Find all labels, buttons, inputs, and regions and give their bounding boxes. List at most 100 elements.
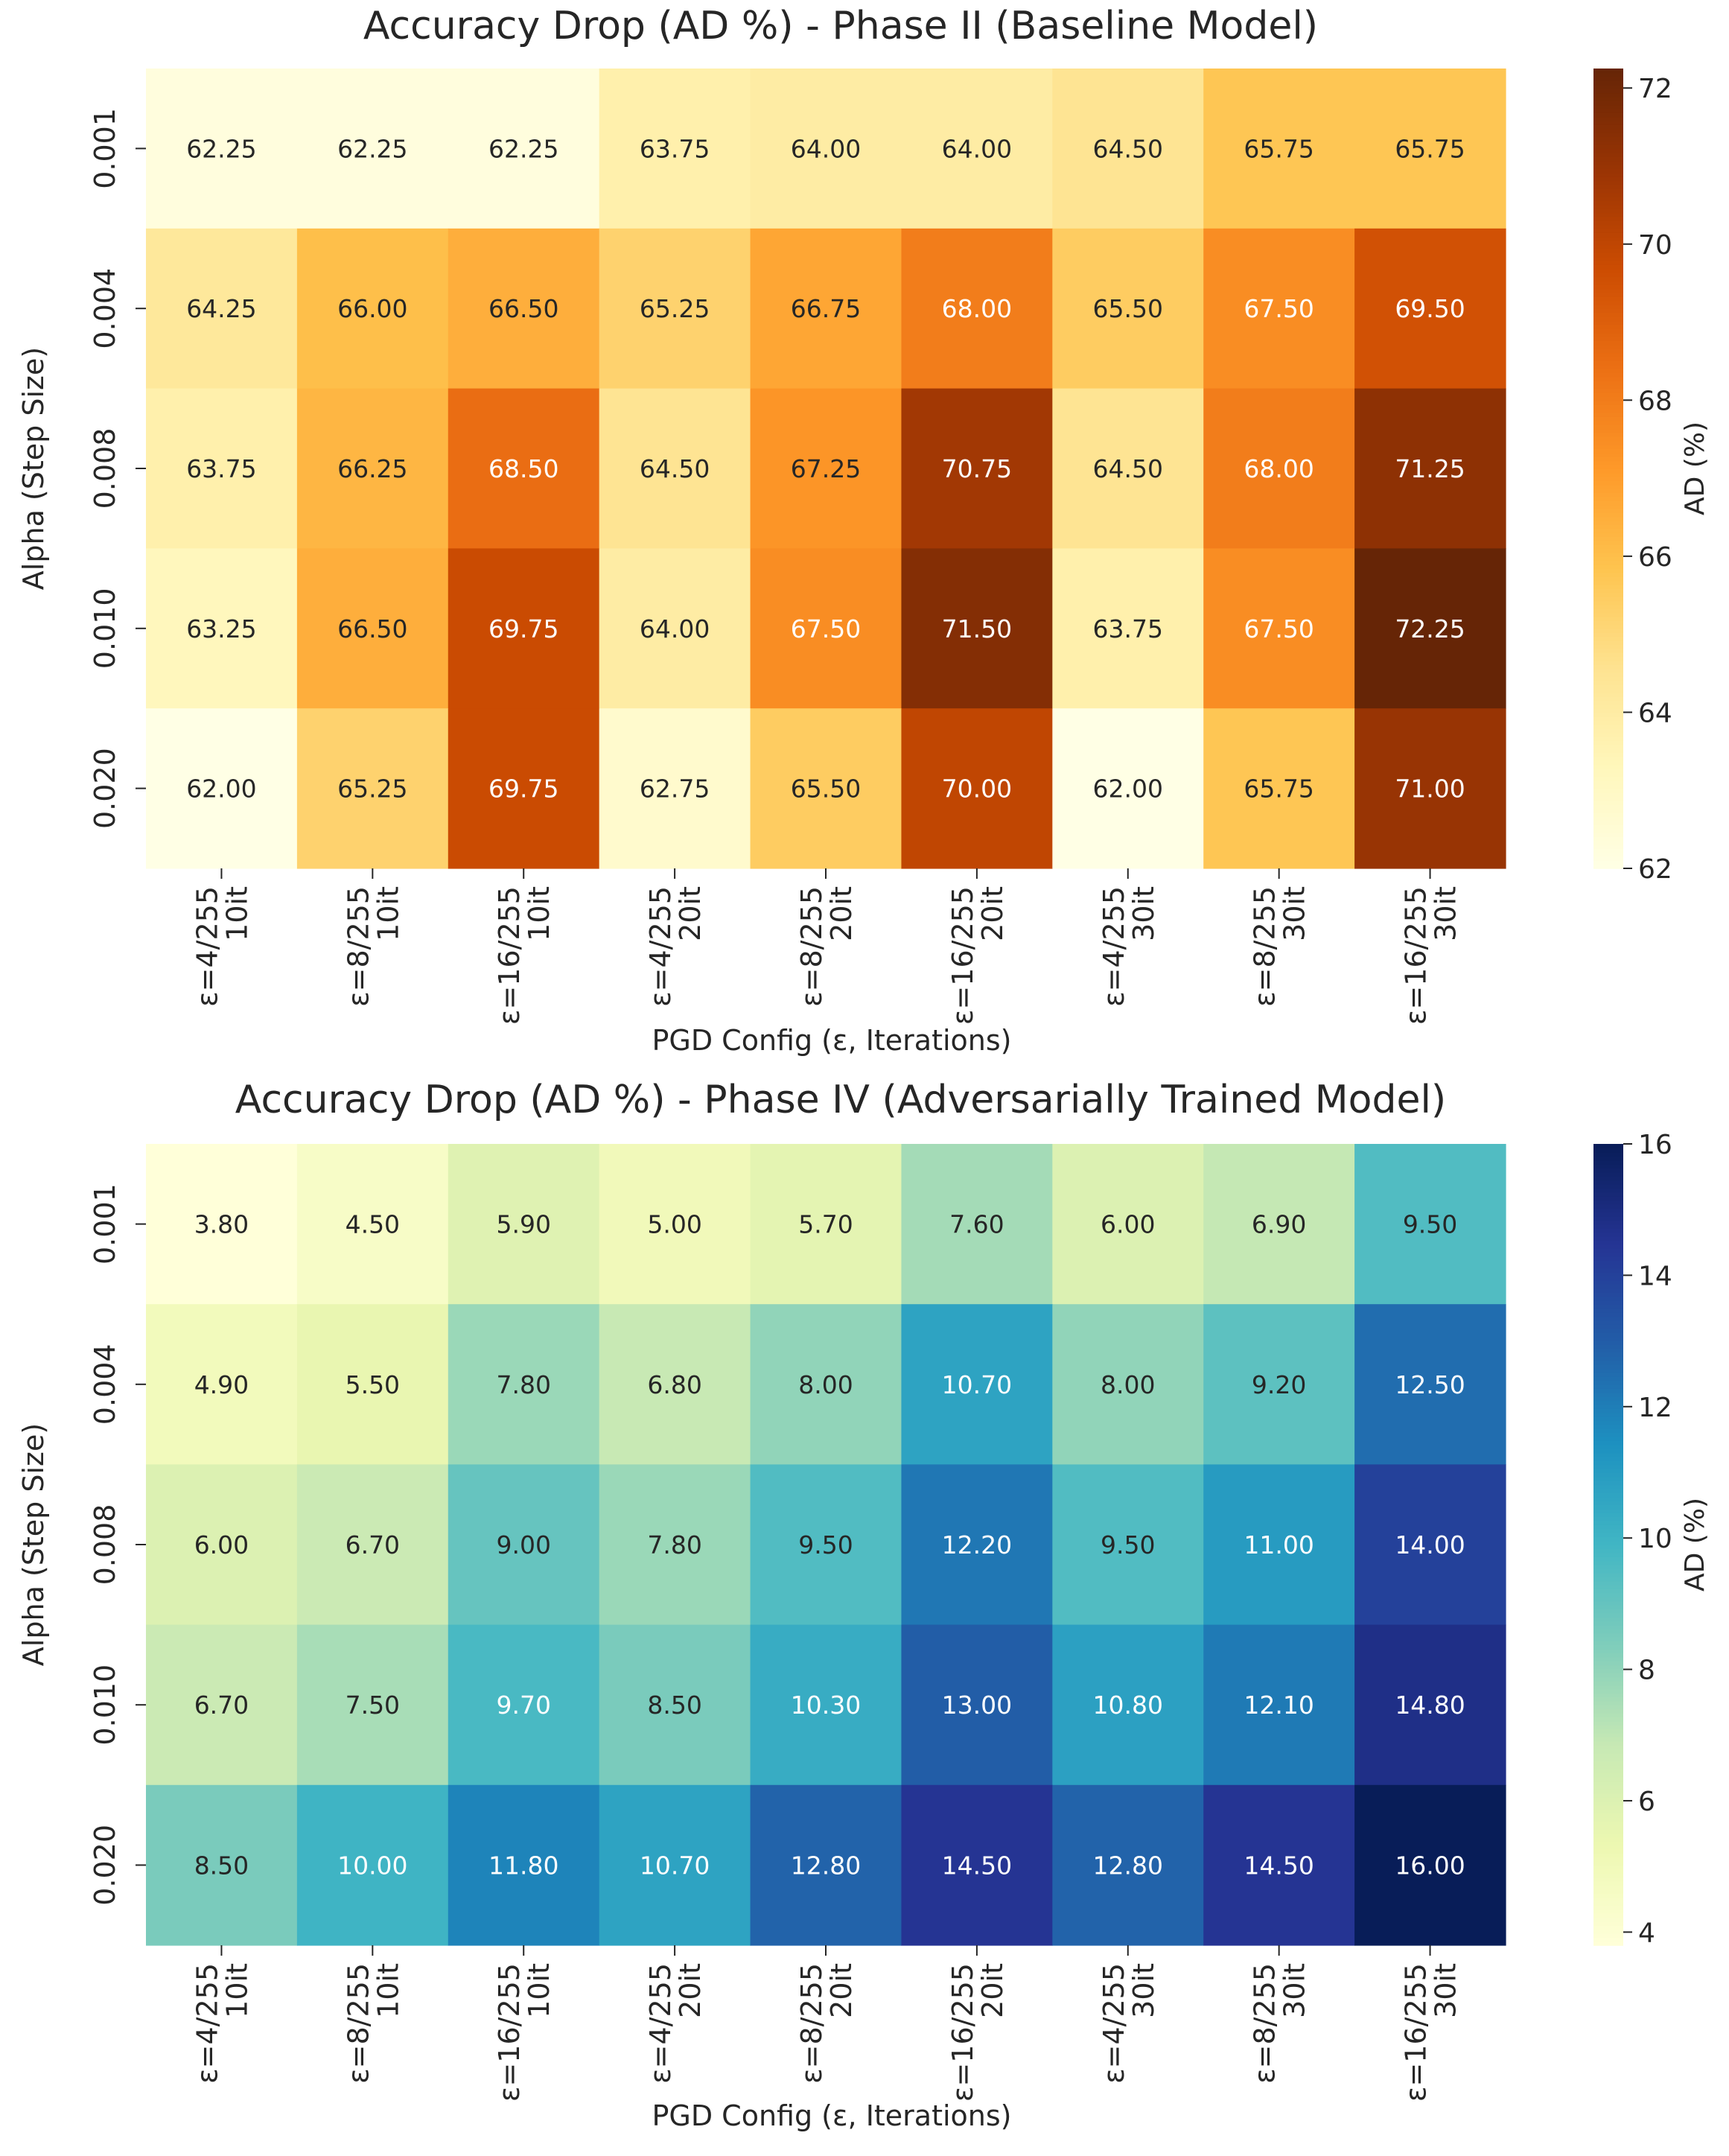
colorbar-segment [1593, 1921, 1623, 1926]
colorbar-segment [1593, 832, 1623, 837]
colorbar-segment [1593, 300, 1623, 305]
colorbar-segment [1593, 136, 1623, 141]
colorbar-segment [1593, 716, 1623, 722]
cell-value-label: 64.50 [640, 454, 710, 483]
colorbar-segment [1593, 1340, 1623, 1345]
heatmap-cell [448, 1784, 600, 1946]
colorbar-segment [1593, 1648, 1623, 1654]
colorbar-segment [1593, 404, 1623, 410]
colorbar-segment [1593, 108, 1623, 113]
colorbar-segment [1593, 1621, 1623, 1626]
heatmap-cell [296, 1464, 449, 1626]
colorbar-segment [1593, 292, 1623, 297]
colorbar-segment [1593, 1356, 1623, 1361]
heatmap-cell [448, 1464, 600, 1626]
cell-value-label: 62.25 [488, 134, 558, 163]
colorbar-segment [1593, 1729, 1623, 1734]
colorbar-segment [1593, 1212, 1623, 1217]
colorbar-segment [1593, 484, 1623, 489]
colorbar-segment [1593, 156, 1623, 162]
cell-value-label: 7.80 [647, 1530, 701, 1559]
colorbar-segment [1593, 1609, 1623, 1614]
colorbar-tick-label: 64 [1638, 698, 1672, 728]
cell-value-label: 6.00 [1101, 1210, 1155, 1239]
colorbar-segment [1593, 580, 1623, 585]
colorbar-segment [1593, 244, 1623, 249]
colorbar-segment [1593, 480, 1623, 486]
colorbar-segment [1593, 500, 1623, 506]
cell-value-label: 68.50 [488, 454, 558, 483]
y-tick-label: 0.020 [89, 1825, 121, 1906]
x-tick-label-iterations: 30it [1127, 1963, 1160, 2018]
x-tick-label-iterations: 10it [523, 886, 555, 941]
colorbar-segment [1593, 848, 1623, 853]
colorbar-segment [1593, 1220, 1623, 1225]
heatmap-cell [599, 228, 751, 389]
heatmap-cell [901, 1784, 1053, 1946]
colorbar-segment [1593, 456, 1623, 462]
colorbar-segment [1593, 1720, 1623, 1726]
x-tick-label: ε=16/25530it [1400, 1963, 1462, 2102]
heatmap-cell [750, 388, 902, 549]
cell-value-label: 6.70 [194, 1691, 249, 1720]
colorbar-segment [1593, 1616, 1623, 1622]
colorbar-segment [1593, 504, 1623, 509]
x-tick-label: ε=8/25510it [342, 1963, 404, 2084]
colorbar-segment [1593, 1484, 1623, 1489]
colorbar-segment [1593, 1384, 1623, 1389]
heatmap-cell [296, 1304, 449, 1465]
colorbar-segment [1593, 800, 1623, 805]
heatmap-cell [750, 1624, 902, 1786]
colorbar: 62 64 66 68 70 72 AD (%) [1593, 69, 1710, 885]
heatmap-cell [1052, 1784, 1204, 1946]
colorbar-segment [1593, 1801, 1623, 1806]
colorbar-segment [1593, 116, 1623, 121]
colorbar-segment [1593, 1821, 1623, 1826]
heatmap-cell [599, 1624, 751, 1786]
colorbar-segment [1593, 488, 1623, 494]
colorbar-segment [1593, 1500, 1623, 1505]
heatmap-cell [1354, 228, 1506, 389]
colorbar-segment [1593, 1460, 1623, 1466]
colorbar-segment [1593, 1304, 1623, 1309]
colorbar-segment [1593, 268, 1623, 273]
heatmap-cell [1052, 1304, 1204, 1465]
colorbar-segment [1593, 1784, 1623, 1790]
x-tick-label: ε=8/25520it [795, 1963, 858, 2084]
cell-value-label: 62.25 [337, 134, 407, 163]
colorbar-segment [1593, 1725, 1623, 1730]
colorbar-segment [1593, 320, 1623, 325]
colorbar-segment [1593, 1376, 1623, 1381]
colorbar-segment [1593, 1404, 1623, 1409]
x-tick-label-iterations: 20it [825, 886, 858, 941]
colorbar-segment [1593, 1412, 1623, 1417]
cell-value-label: 65.25 [640, 294, 710, 323]
colorbar-segment [1593, 1420, 1623, 1425]
colorbar-segment [1593, 792, 1623, 798]
heatmap-panel-2: Accuracy Drop (AD %) - Phase IV (Adversa… [17, 1078, 1710, 2132]
colorbar-segment [1593, 368, 1623, 373]
colorbar-segment [1593, 1676, 1623, 1682]
colorbar-segment [1593, 472, 1623, 477]
colorbar-segment [1593, 604, 1623, 609]
colorbar-segment [1593, 188, 1623, 194]
colorbar-segment [1593, 460, 1623, 465]
cell-value-label: 5.00 [647, 1210, 701, 1239]
cell-value-label: 9.00 [496, 1530, 550, 1559]
heatmap-cell [901, 1144, 1053, 1305]
x-tick-label-epsilon: ε=16/255 [493, 1963, 526, 2102]
cell-value-label: 65.75 [1395, 134, 1465, 163]
colorbar-segment [1593, 1320, 1623, 1325]
x-tick-label-iterations: 10it [523, 1963, 555, 2018]
colorbar-segment [1593, 1536, 1623, 1542]
colorbar-segment [1593, 788, 1623, 793]
colorbar-segment [1593, 1311, 1623, 1317]
colorbar-segment [1593, 544, 1623, 550]
colorbar-segment [1593, 1252, 1623, 1257]
colorbar-segment [1593, 412, 1623, 417]
colorbar-segment [1593, 840, 1623, 845]
colorbar-segment [1593, 1392, 1623, 1397]
colorbar-segment [1593, 1368, 1623, 1373]
colorbar-segment [1593, 804, 1623, 810]
heatmap-cell [599, 708, 751, 869]
